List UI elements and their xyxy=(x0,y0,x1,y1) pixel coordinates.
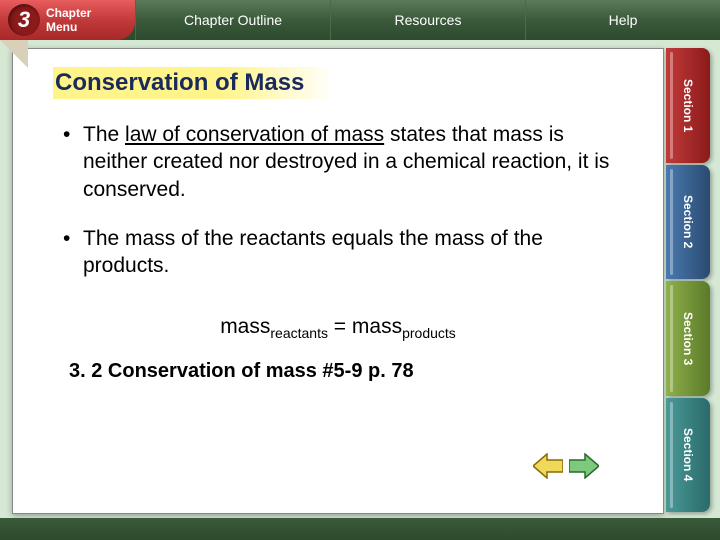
nav-btn-label: Chapter Outline xyxy=(184,12,282,28)
nav-btn-label: Resources xyxy=(395,12,462,28)
bullet-list: The law of conservation of mass states t… xyxy=(13,111,663,311)
slide-title-wrap: Conservation of Mass xyxy=(53,67,643,99)
eq-left-base: mass xyxy=(220,315,270,338)
side-tab-section-3[interactable]: Section 3 xyxy=(666,281,710,396)
side-tab-label: Section 1 xyxy=(681,79,695,132)
chapter-label-text: Chapter xyxy=(46,6,91,20)
nav-resources-button[interactable]: Resources xyxy=(330,0,525,40)
page-corner-fold-icon xyxy=(0,40,28,68)
prev-arrow-icon[interactable] xyxy=(533,453,563,479)
side-tab-label: Section 3 xyxy=(681,312,695,365)
side-tab-label: Section 2 xyxy=(681,195,695,248)
side-tab-section-2[interactable]: Section 2 xyxy=(666,165,710,280)
slide-title: Conservation of Mass xyxy=(53,67,334,99)
top-nav-bar: 3 Chapter Menu Chapter Outline Resources… xyxy=(0,0,720,40)
slide-nav-arrows xyxy=(533,453,599,479)
bullet1-underlined-term: law of conservation of mass xyxy=(125,123,384,146)
eq-right-base: mass xyxy=(352,315,402,338)
slide-content-area: Conservation of Mass The law of conserva… xyxy=(12,48,664,514)
chapter-menu-tab[interactable]: 3 Chapter Menu xyxy=(0,0,135,40)
bullet-item-1: The law of conservation of mass states t… xyxy=(63,121,613,203)
menu-label-text: Menu xyxy=(46,20,77,34)
bullet1-prefix: The xyxy=(83,123,125,146)
side-tab-section-1[interactable]: Section 1 xyxy=(666,48,710,163)
eq-left-sub: reactants xyxy=(270,326,328,342)
section-side-tabs: Section 1 Section 2 Section 3 Section 4 xyxy=(666,48,710,514)
nav-help-button[interactable]: Help xyxy=(525,0,720,40)
chapter-number-circle: 3 xyxy=(8,4,40,36)
chapter-menu-label: Chapter Menu xyxy=(46,6,91,34)
nav-chapter-outline-button[interactable]: Chapter Outline xyxy=(135,0,330,40)
side-tab-section-4[interactable]: Section 4 xyxy=(666,398,710,513)
bullet-item-2: The mass of the reactants equals the mas… xyxy=(63,225,613,280)
assignment-text: 3. 2 Conservation of mass #5-9 p. 78 xyxy=(69,360,663,383)
eq-equals: = xyxy=(328,315,352,338)
bottom-bar xyxy=(0,518,720,540)
side-tab-label: Section 4 xyxy=(681,428,695,481)
nav-btn-label: Help xyxy=(609,12,638,28)
eq-right-sub: products xyxy=(402,326,456,342)
chapter-number: 3 xyxy=(18,7,30,33)
next-arrow-icon[interactable] xyxy=(569,453,599,479)
mass-equation: massreactants = massproducts xyxy=(13,315,663,341)
